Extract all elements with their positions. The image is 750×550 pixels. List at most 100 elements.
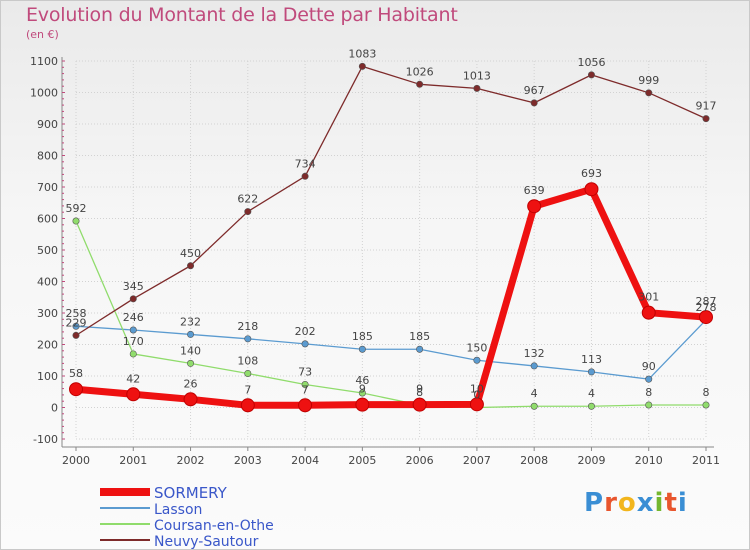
legend: SORMERYLassonCoursan-en-OtheNeuvy-Sautou… [100, 484, 274, 550]
y-tick-label: 700 [37, 181, 58, 194]
series-line [75, 220, 707, 409]
data-label: 8 [416, 386, 423, 399]
series-line [72, 185, 710, 409]
series-neuvy-sautour [72, 62, 710, 339]
y-tick-label: 0 [51, 402, 58, 415]
data-point [641, 305, 656, 320]
chart-subtitle: (en €) [26, 28, 59, 41]
data-label: 202 [295, 325, 316, 338]
data-label: 0 [473, 389, 480, 402]
data-point [473, 356, 481, 364]
data-point [645, 375, 653, 383]
data-label: 58 [69, 367, 83, 380]
data-point [702, 401, 710, 409]
data-label: 232 [180, 315, 201, 328]
x-tick-label: 2005 [348, 454, 376, 467]
data-point [355, 397, 370, 412]
x-tick-label: 2010 [635, 454, 663, 467]
data-label: 185 [352, 330, 373, 343]
grid-lines [75, 60, 707, 440]
logo-letter: r [604, 488, 618, 518]
x-tick-label: 2009 [577, 454, 605, 467]
data-point [126, 387, 141, 402]
y-tick-label: 1000 [30, 87, 58, 100]
data-point [72, 217, 80, 225]
y-tick-label: 200 [37, 339, 58, 352]
data-point [298, 398, 313, 413]
data-point [244, 335, 252, 343]
logo-letter: P [584, 488, 605, 518]
data-point [358, 62, 366, 70]
data-label: 218 [237, 320, 258, 333]
series-coursan-en-othe [72, 217, 710, 411]
data-point [530, 362, 538, 370]
data-labels-neuvy-sautour: 229 345 450 622 734 1083 1026 1013 967 1056 999 917 [66, 47, 717, 329]
data-label: 9 [359, 383, 366, 396]
data-point [702, 115, 710, 123]
series-lasson [72, 316, 710, 383]
data-label: 345 [123, 280, 144, 293]
x-tick-label: 2008 [520, 454, 548, 467]
y-tick-label: 600 [37, 213, 58, 226]
data-point [587, 402, 595, 410]
proxiti-logo: Proxiti [584, 488, 688, 518]
data-point [587, 71, 595, 79]
data-point [129, 350, 137, 358]
data-label: 1083 [348, 47, 376, 60]
data-label: 150 [466, 341, 487, 354]
x-tick-label: 2007 [463, 454, 491, 467]
y-tick-label: 100 [37, 370, 58, 383]
legend-label: Coursan-en-Othe [154, 518, 274, 534]
data-point [527, 199, 542, 214]
y-tick-label: 500 [37, 244, 58, 257]
data-point [645, 401, 653, 409]
data-label: 26 [184, 377, 198, 390]
data-label: 967 [524, 84, 545, 97]
data-label: 278 [696, 301, 717, 314]
data-label: 7 [244, 383, 251, 396]
data-label: 10 [470, 382, 484, 395]
data-point [358, 345, 366, 353]
data-point [244, 208, 252, 216]
data-label: 1026 [406, 65, 434, 78]
data-point [183, 392, 198, 407]
data-point [301, 172, 309, 180]
data-label: 185 [409, 330, 430, 343]
x-tick-label: 2000 [62, 454, 90, 467]
data-label: 4 [588, 387, 595, 400]
y-tick-label: 800 [37, 150, 58, 163]
data-point [72, 331, 80, 339]
data-label: 140 [180, 344, 201, 357]
data-label: 90 [642, 360, 656, 373]
data-label: 258 [66, 307, 87, 320]
data-point [645, 89, 653, 97]
data-point [358, 389, 366, 397]
x-tick-label: 2004 [291, 454, 319, 467]
logo-letter: o [617, 488, 637, 518]
x-tick-label: 2003 [234, 454, 262, 467]
data-point [240, 398, 255, 413]
data-point [587, 368, 595, 376]
data-label: 592 [66, 202, 87, 215]
data-point [187, 262, 195, 270]
x-tick-label: 2002 [177, 454, 205, 467]
data-label: 622 [237, 193, 258, 206]
chart-title: Evolution du Montant de la Dette par Hab… [26, 4, 458, 26]
data-label: 999 [638, 74, 659, 87]
legend-label: Lasson [154, 502, 202, 518]
series-line [75, 319, 707, 380]
y-tick-label: 900 [37, 118, 58, 131]
logo-letter: t [664, 488, 678, 518]
data-point [301, 340, 309, 348]
logo-letter: i [654, 488, 665, 518]
data-label: 1056 [577, 56, 605, 69]
data-label: 734 [295, 157, 316, 170]
data-point [72, 322, 80, 330]
data-point [412, 397, 427, 412]
data-label: 287 [696, 295, 717, 308]
data-label: 917 [696, 100, 717, 113]
data-labels-sormery: 58 42 26 7 7 9 9 10 639 693 301 287 [69, 167, 717, 396]
x-tick-label: 2006 [406, 454, 434, 467]
